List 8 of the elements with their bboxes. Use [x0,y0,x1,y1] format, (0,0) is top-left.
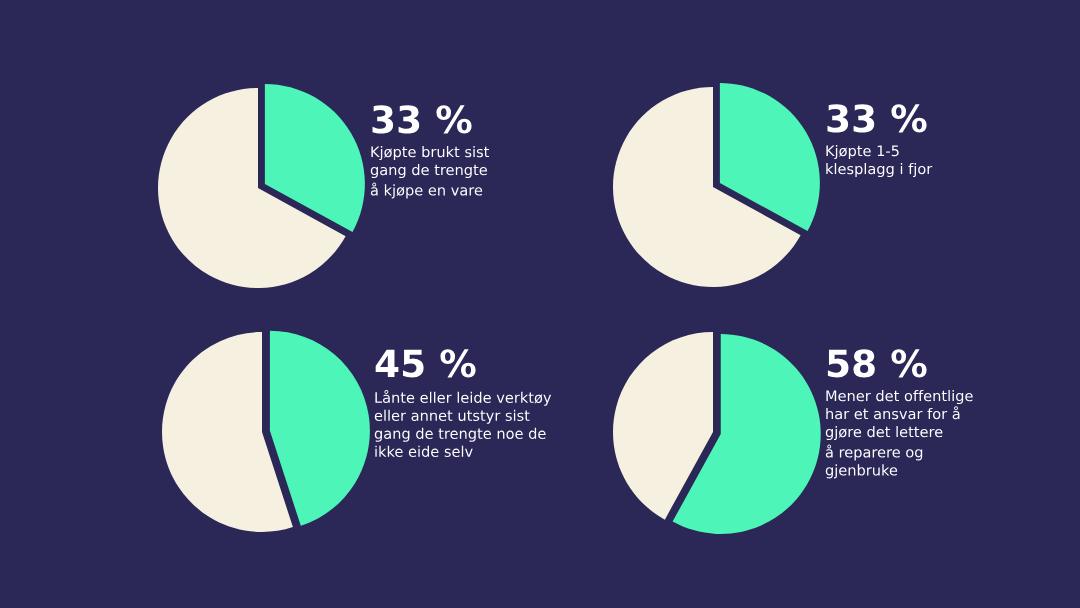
text: Kjøpte brukt sist gang de trengte å kjøpe en vare [370,146,490,199]
data-label: 45 % [375,349,476,378]
data-label: 33 % [827,104,927,133]
text: Lånte eller leide verktøy eller annet utstyr sist gang de trengte noe de ikke eide selv [374,390,552,457]
data-label: 33 % [372,105,472,134]
data-label: 58 % [827,349,927,378]
text: Kjøpte 1-5 klesplagg i fjor [826,145,933,178]
text: Mener det offentlige har et ansvar for å gjøre det lettere å reparere og gjenbruke [825,390,973,479]
